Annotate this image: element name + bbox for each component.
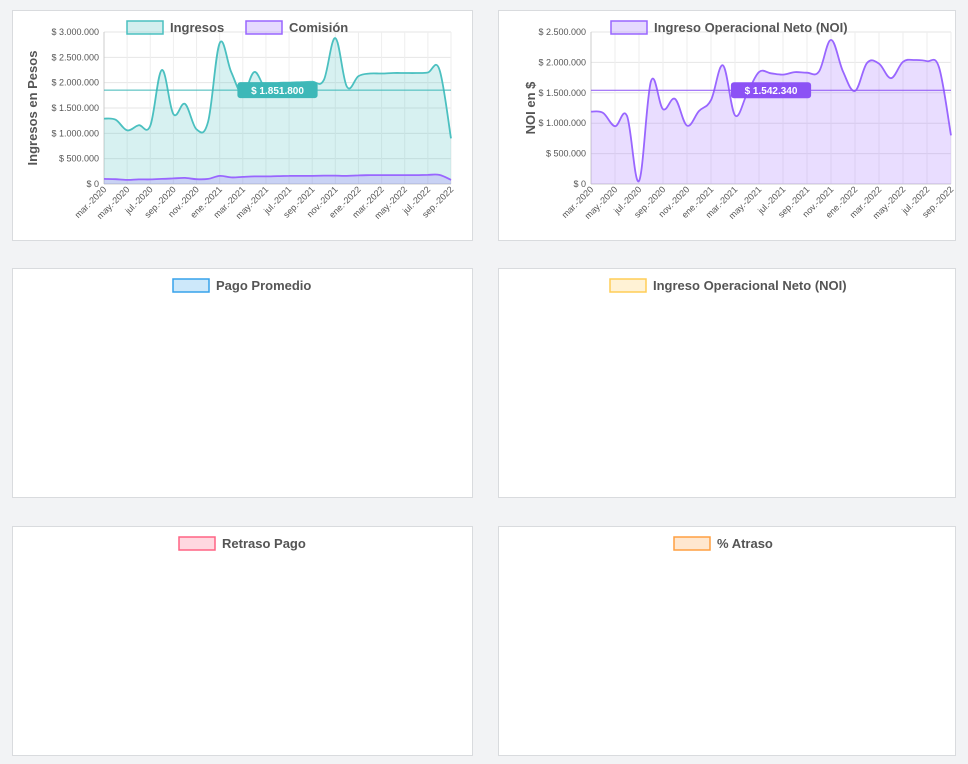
legend-swatch xyxy=(178,536,216,551)
atraso-chart: 90 %80 %70 %60 %50 %40 %30 %20 %10 %0 %m… xyxy=(673,536,773,551)
legend-label: Ingresos xyxy=(170,20,224,35)
y-tick-label: $ 1.000.000 xyxy=(538,118,586,128)
y-tick-label: $ 500.000 xyxy=(546,149,586,159)
reference-label: $ 1.542.340 xyxy=(745,86,798,97)
series-area xyxy=(591,39,951,185)
y-tick-label: $ 2.500.000 xyxy=(51,52,99,62)
chart-card-noi: $ 2.500.000 $ 2.000.000 $ 1.500.000 $ 1.000… xyxy=(498,10,956,241)
y-axis-title: Ingresos en Pesos xyxy=(25,51,40,166)
legend-swatch xyxy=(172,278,210,293)
series-line xyxy=(103,173,452,181)
legend-label: Comisión xyxy=(289,20,348,35)
y-tick-label: $ 0 xyxy=(573,179,586,189)
y-tick-label: $ 1.500.000 xyxy=(538,88,586,98)
reference-label: $ 1.851.800 xyxy=(251,86,304,97)
series-area xyxy=(104,38,451,184)
chart-card-pago-promedio: $ 450.000$ 400.000$ 350.000$ 300.000$ 25… xyxy=(12,268,473,498)
series-line xyxy=(590,38,952,182)
legend-label: % Atraso xyxy=(717,536,773,551)
y-tick-label: $ 2.500.000 xyxy=(538,27,586,37)
legend-swatch xyxy=(610,20,648,35)
series-area xyxy=(104,174,451,184)
reference-label-bg xyxy=(237,82,318,99)
y-tick-label: $ 1.000.000 xyxy=(51,128,99,138)
legend-swatch xyxy=(126,20,164,35)
legend-swatch xyxy=(609,278,647,293)
noi-chart: $ 2.500.000 $ 2.000.000 $ 1.500.000 $ 1.000… xyxy=(523,20,955,221)
reference-label-bg xyxy=(730,82,812,99)
legend-label: Retraso Pago xyxy=(222,536,306,551)
chart-card-retraso-pago: 86420-2-4-6mar.-2020may.-2020jul.-2020se… xyxy=(12,526,473,756)
y-axis-title: NOI en $ xyxy=(523,81,538,135)
y-tick-label: $ 3.000.000 xyxy=(51,27,99,37)
ingresos-chart: $ 3.000.000 $ 2.500.000 $ 2.000.000 $ 1.500… xyxy=(25,20,455,221)
y-tick-label: $ 1.500.000 xyxy=(51,103,99,113)
chart-card-ingresos: $ 3.000.000 $ 2.500.000 $ 2.000.000 $ 1.500… xyxy=(12,10,473,241)
legend-swatch xyxy=(245,20,283,35)
chart-card-noi-percent: 100 %90 %80 %70 %60 %50 %40 %30 %20 %10 … xyxy=(498,268,956,498)
y-tick-label: $ 2.000.000 xyxy=(538,57,586,67)
y-tick-label: $ 2.000.000 xyxy=(51,78,99,88)
legend-label: Ingreso Operacional Neto (NOI) xyxy=(654,20,848,35)
pago-promedio-chart: $ 450.000$ 400.000$ 350.000$ 300.000$ 25… xyxy=(172,278,311,293)
chart-card-atraso: 90 %80 %70 %60 %50 %40 %30 %20 %10 %0 %m… xyxy=(498,526,956,756)
legend-label: Pago Promedio xyxy=(216,278,311,293)
noi-percent-chart: 100 %90 %80 %70 %60 %50 %40 %30 %20 %10 … xyxy=(609,278,847,293)
y-tick-label: $ 500.000 xyxy=(59,154,99,164)
legend-label: Ingreso Operacional Neto (NOI) xyxy=(653,278,847,293)
legend-swatch xyxy=(673,536,711,551)
y-tick-label: $ 0 xyxy=(86,179,99,189)
retraso-pago-chart: 86420-2-4-6mar.-2020may.-2020jul.-2020se… xyxy=(178,536,306,551)
